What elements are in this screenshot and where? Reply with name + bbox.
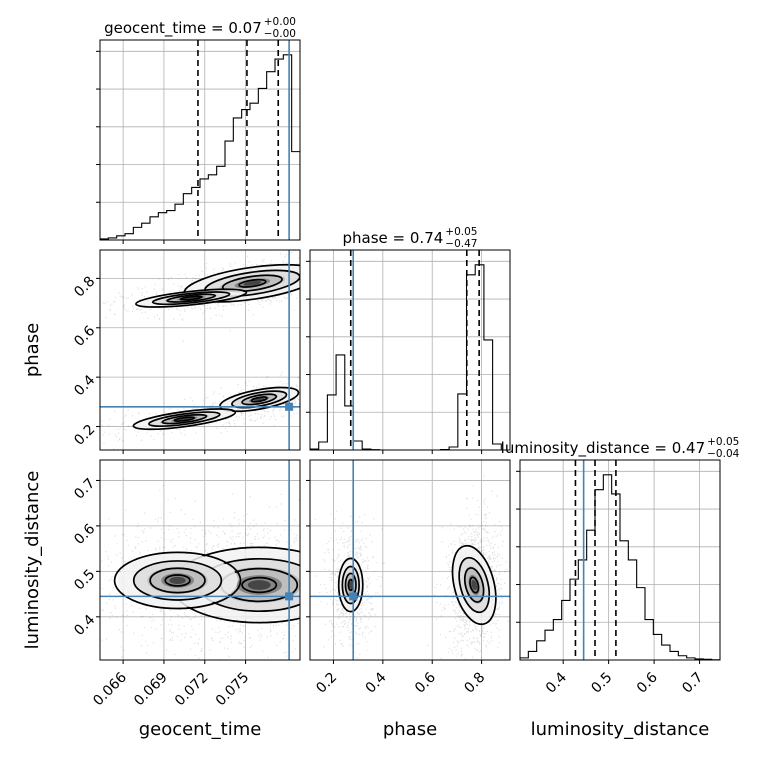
- density-level: [183, 296, 199, 300]
- truth-marker: [285, 402, 294, 411]
- contour-line: [149, 567, 206, 594]
- title-upper-error: +0.00: [264, 16, 296, 28]
- density-blob: [132, 408, 237, 431]
- axes-frame: [99, 459, 301, 661]
- contour-line: [231, 390, 288, 409]
- truth-marker: [349, 592, 358, 601]
- x-axis-label-luminosity_distance: luminosity_distance: [531, 719, 710, 740]
- contour-line: [337, 557, 364, 613]
- axes-frame: [99, 249, 301, 451]
- title-lower-error: −0.47: [445, 238, 477, 250]
- tick-label-y: 0.8: [71, 273, 98, 300]
- tick-label-x: 0.069: [131, 670, 171, 710]
- contour-line: [166, 293, 217, 303]
- contour-line: [151, 291, 231, 306]
- contour-line: [469, 576, 480, 594]
- contour-line: [148, 411, 221, 428]
- diag-panel-phase: phase = 0.74 +0.05−0.47: [306, 226, 511, 454]
- y-axis-label-luminosity_distance: luminosity_distance: [22, 471, 43, 650]
- pair-panel-geocent_time-vs-phase: [96, 249, 301, 454]
- tick-label-x: 0.6: [412, 669, 439, 696]
- contour-line: [241, 576, 278, 594]
- contour-line: [221, 274, 283, 293]
- title-value: luminosity_distance = 0.47: [501, 439, 705, 458]
- x-axis-label-phase: phase: [383, 719, 437, 740]
- contour-line: [135, 288, 248, 308]
- tick-label-x: 0.7: [679, 670, 706, 697]
- tick-label-y: 0.2: [71, 422, 98, 449]
- pair-content: [314, 475, 509, 660]
- contour-line: [164, 574, 191, 587]
- tick-label-y: 0.4: [71, 612, 98, 639]
- tick-label-x: 0.8: [461, 670, 488, 697]
- histogram-phase: [310, 264, 510, 450]
- tick-label-x: 0.072: [172, 670, 212, 710]
- title-upper-error: +0.05: [445, 226, 477, 238]
- tick-label-x: 0.066: [90, 669, 130, 709]
- density-level: [254, 397, 265, 401]
- axes-frame: [99, 39, 301, 241]
- title-luminosity_distance: luminosity_distance = 0.47 +0.05−0.04: [501, 436, 740, 460]
- title-geocent_time: geocent_time = 0.07 +0.00−0.00: [104, 16, 296, 40]
- pair-content: [100, 250, 300, 450]
- histogram-luminosity_distance: [520, 474, 720, 660]
- contour-line: [132, 560, 223, 601]
- tick-label-y: 0.6: [71, 521, 98, 548]
- tick-label-y: 0.5: [71, 566, 98, 593]
- diag-panel-luminosity_distance: luminosity_distance = 0.47 +0.05−0.04: [501, 436, 740, 664]
- density-blob: [113, 551, 242, 610]
- contour-line: [463, 567, 485, 603]
- contour-line: [113, 551, 242, 610]
- density-blob: [337, 557, 364, 613]
- title-upper-error: +0.05: [707, 436, 739, 448]
- axes-frame: [519, 459, 721, 661]
- title-lower-error: −0.04: [707, 448, 739, 460]
- contour-line: [250, 396, 268, 403]
- pair-content: [100, 478, 300, 660]
- histogram-geocent_time: [100, 54, 300, 240]
- density-blob: [135, 288, 248, 308]
- title-value: phase = 0.74: [343, 229, 444, 247]
- density-blob: [451, 544, 497, 626]
- y-axis-label-phase: phase: [22, 323, 43, 377]
- tick-label-y: 0.7: [71, 476, 98, 503]
- contour-line: [341, 565, 360, 605]
- density-level: [349, 581, 353, 589]
- contour-line: [173, 416, 196, 422]
- tick-label-x: 0.6: [634, 669, 661, 696]
- contour-line: [179, 295, 203, 301]
- tick-label-x: 0.2: [313, 670, 340, 697]
- tick-label-y: 0.6: [71, 323, 98, 350]
- diag-panel-geocent_time: geocent_time = 0.07 +0.00−0.00: [96, 16, 301, 244]
- tick-label-y: 0.4: [71, 372, 98, 399]
- tick-label-x: 0.075: [213, 670, 253, 710]
- pair-panel-phase-vs-luminosity_distance: [306, 459, 511, 664]
- contour-line: [161, 413, 208, 425]
- tick-label-x: 0.5: [588, 670, 615, 697]
- axes-frame: [309, 249, 511, 451]
- contour-line: [241, 393, 278, 406]
- tick-label-x: 0.4: [543, 669, 570, 696]
- density-level: [243, 280, 262, 286]
- title-phase: phase = 0.74 +0.05−0.47: [343, 226, 478, 250]
- axes-frame: [309, 459, 511, 661]
- density-level: [169, 576, 186, 585]
- contour-line: [238, 278, 267, 288]
- sample-points: [100, 478, 300, 660]
- contour-line: [451, 544, 497, 626]
- density-level: [247, 580, 271, 590]
- contour-line: [132, 408, 237, 431]
- pair-panel-geocent_time-vs-luminosity_distance: [96, 459, 301, 664]
- title-lower-error: −0.00: [264, 28, 296, 40]
- title-value: geocent_time = 0.07: [104, 19, 262, 38]
- density-level: [471, 579, 478, 591]
- truth-marker: [285, 592, 294, 601]
- tick-label-x: 0.4: [363, 669, 390, 696]
- x-axis-label-geocent_time: geocent_time: [139, 719, 262, 740]
- density-level: [177, 417, 192, 421]
